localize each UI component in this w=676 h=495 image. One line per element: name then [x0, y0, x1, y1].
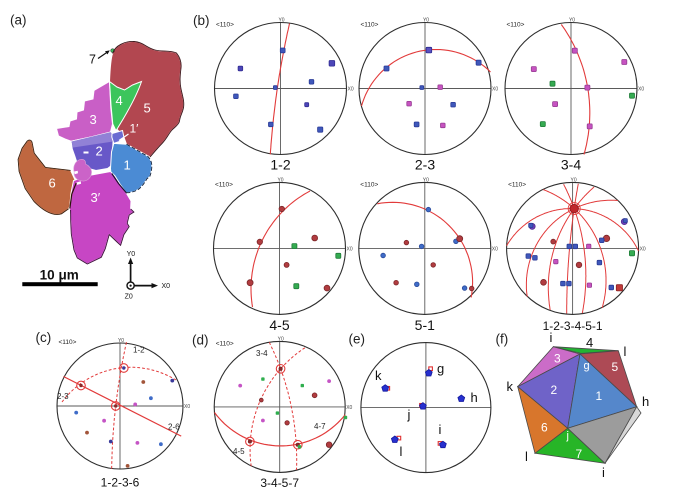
svg-text:<110>: <110>	[216, 22, 234, 29]
svg-text:Z0: Z0	[125, 294, 133, 301]
svg-text:4-5: 4-5	[269, 317, 289, 333]
svg-text:<110>: <110>	[360, 181, 378, 188]
svg-text:(e): (e)	[349, 332, 366, 347]
svg-text:3-4-5-7: 3-4-5-7	[260, 476, 299, 490]
svg-text:3: 3	[90, 112, 97, 127]
svg-text:4-7: 4-7	[314, 422, 326, 431]
svg-text:5: 5	[144, 101, 151, 116]
svg-text:i: i	[550, 330, 553, 345]
svg-text:k: k	[375, 368, 382, 383]
svg-text:<110>: <110>	[508, 181, 526, 188]
svg-text:6: 6	[541, 421, 548, 435]
svg-text:j: j	[566, 430, 569, 442]
svg-text:6: 6	[49, 176, 56, 191]
svg-text:l: l	[400, 444, 403, 459]
svg-text:3-4: 3-4	[561, 157, 581, 173]
svg-text:1-2: 1-2	[270, 157, 290, 173]
svg-text:5-1: 5-1	[415, 317, 435, 333]
svg-text:k: k	[507, 379, 514, 394]
svg-text:1: 1	[124, 158, 131, 173]
svg-text:2: 2	[551, 383, 558, 397]
svg-text:X0: X0	[638, 87, 644, 93]
svg-text:l: l	[525, 449, 528, 464]
svg-text:1-2: 1-2	[133, 346, 145, 355]
svg-text:1: 1	[596, 389, 603, 403]
svg-text:Y0: Y0	[278, 336, 284, 342]
svg-text:j: j	[407, 407, 411, 422]
svg-text:4-5: 4-5	[233, 447, 245, 456]
svg-text:X0: X0	[347, 246, 353, 252]
svg-text:7: 7	[89, 53, 96, 67]
svg-text:3′: 3′	[91, 190, 101, 205]
svg-text:<110>: <110>	[59, 339, 77, 346]
svg-text:2-3: 2-3	[415, 157, 435, 173]
svg-text:h: h	[471, 390, 478, 405]
svg-text:l: l	[624, 344, 627, 359]
svg-text:1-2-3-4-5-1: 1-2-3-4-5-1	[543, 319, 603, 333]
svg-text:Y0: Y0	[423, 18, 429, 24]
svg-text:Y0: Y0	[278, 18, 284, 24]
svg-text:(c): (c)	[36, 330, 52, 345]
svg-text:X0: X0	[184, 404, 190, 410]
svg-text:Y0: Y0	[569, 18, 575, 24]
svg-text:Y0: Y0	[571, 177, 577, 183]
svg-text:g: g	[437, 361, 444, 376]
svg-text:(f): (f)	[496, 332, 509, 347]
svg-text:4: 4	[586, 335, 593, 350]
svg-text:g: g	[584, 360, 590, 372]
svg-text:2-3: 2-3	[57, 392, 69, 401]
svg-text:3: 3	[554, 352, 561, 366]
svg-text:<110>: <110>	[361, 22, 379, 29]
svg-text:X0: X0	[640, 246, 646, 252]
svg-text:Y0: Y0	[277, 177, 283, 183]
svg-text:h: h	[642, 394, 649, 409]
svg-text:1′: 1′	[130, 122, 140, 136]
svg-text:Y0: Y0	[118, 338, 124, 344]
svg-text:i: i	[439, 422, 442, 437]
svg-text:X0: X0	[492, 87, 498, 93]
svg-text:X0: X0	[346, 405, 352, 411]
svg-text:Y0: Y0	[423, 177, 429, 183]
svg-text:(b): (b)	[193, 13, 210, 28]
svg-text:10 μm: 10 μm	[40, 268, 79, 283]
svg-text:(d): (d)	[192, 333, 209, 348]
svg-text:1-2-3-6: 1-2-3-6	[101, 476, 140, 490]
svg-text:2-6: 2-6	[168, 423, 180, 432]
svg-text:X0: X0	[162, 283, 171, 290]
svg-text:<110>: <110>	[215, 181, 233, 188]
svg-text:2: 2	[96, 144, 103, 159]
svg-text:3-4: 3-4	[256, 349, 268, 358]
svg-text:Y0: Y0	[127, 251, 136, 258]
svg-text:i: i	[602, 465, 605, 480]
svg-text:<110>: <110>	[507, 22, 525, 29]
svg-text:5: 5	[612, 360, 619, 374]
svg-text:4: 4	[116, 93, 123, 108]
svg-text:X0: X0	[492, 246, 498, 252]
svg-text:(a): (a)	[10, 13, 27, 28]
svg-text:7: 7	[576, 447, 583, 461]
svg-text:X0: X0	[348, 87, 354, 93]
svg-text:<110>: <110>	[216, 340, 234, 347]
